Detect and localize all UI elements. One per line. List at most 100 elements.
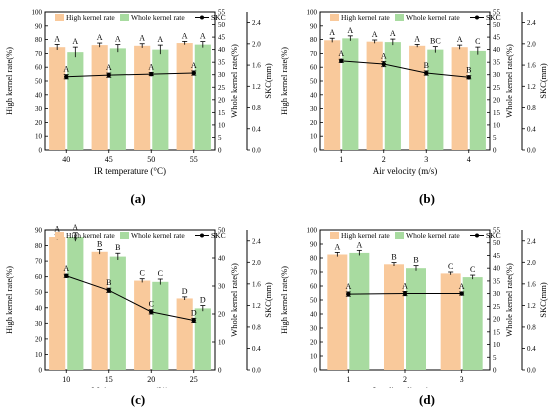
inner-tick-label: 55 bbox=[493, 9, 501, 17]
left-tick-label: 70 bbox=[310, 50, 318, 58]
legend-high-label: High kernel rate bbox=[66, 231, 115, 240]
whole-kernel-letter: A bbox=[390, 29, 396, 38]
outer-tick-label: 1.6 bbox=[527, 280, 536, 288]
whole-kernel-bar bbox=[109, 256, 126, 370]
high-kernel-letter: A bbox=[414, 34, 420, 43]
panel-label-a: (a) bbox=[130, 191, 146, 206]
whole-kernel-bar bbox=[384, 42, 401, 150]
inner-tick-label: 0 bbox=[218, 147, 222, 155]
left-axis-title: High kernel rate(%) bbox=[4, 47, 14, 115]
left-tick-label: 90 bbox=[310, 22, 318, 30]
left-tick-label: 60 bbox=[35, 273, 43, 281]
skc-point bbox=[339, 58, 344, 64]
outer-tick-label: 0.4 bbox=[252, 125, 261, 133]
legend-skc-label: SKC bbox=[486, 231, 501, 240]
high-kernel-bar bbox=[91, 251, 108, 370]
left-axis-title: High kernel rate(%) bbox=[279, 47, 289, 115]
outer-tick-label: 0.4 bbox=[252, 345, 261, 353]
outer-tick-label: 2.0 bbox=[252, 40, 261, 48]
panel-a: 0 10 20 30 40 50 60 70 80 90 100 0 5 10 15 20 25 30 35 40 45… bbox=[0, 0, 275, 190]
high-kernel-bar bbox=[134, 280, 151, 370]
skc-line bbox=[341, 60, 469, 78]
inner-tick-label: 10 bbox=[493, 341, 501, 349]
left-tick-label: 50 bbox=[35, 289, 43, 297]
left-tick-label: 60 bbox=[310, 283, 318, 291]
left-tick-label: 100 bbox=[307, 227, 318, 235]
outer-tick-label: 0.0 bbox=[252, 367, 261, 375]
left-tick-label: 20 bbox=[310, 339, 318, 347]
inner-tick-label: 40 bbox=[218, 255, 226, 263]
left-tick-label: 90 bbox=[35, 22, 43, 30]
left-tick-label: 80 bbox=[35, 242, 43, 250]
whole-kernel-bar bbox=[109, 48, 126, 150]
inner-tick-label: 10 bbox=[218, 339, 226, 347]
legend-high-label: High kernel rate bbox=[341, 231, 390, 240]
left-tick-label: 90 bbox=[35, 227, 43, 235]
x-tick-label: 20 bbox=[147, 375, 155, 384]
left-tick-label: 20 bbox=[310, 119, 318, 127]
whole-kernel-letter: A bbox=[72, 37, 78, 46]
high-kernel-letter: C bbox=[448, 262, 453, 271]
outer-tick-label: 2.0 bbox=[252, 259, 261, 267]
legend-whole-swatch bbox=[395, 232, 404, 239]
panel-b: 0 10 20 30 40 50 60 70 80 90 100 0 5 10 15 20 25 30 35 40 45… bbox=[275, 0, 550, 190]
skc-letter: A bbox=[63, 264, 69, 273]
left-tick-label: 50 bbox=[35, 78, 43, 86]
inner-tick-label: 50 bbox=[218, 21, 226, 29]
high-kernel-bar bbox=[324, 40, 341, 150]
inner-tick-label: 50 bbox=[493, 21, 501, 29]
skc-letter: D bbox=[191, 308, 197, 317]
inner-tick-label: 40 bbox=[493, 46, 501, 54]
x-tick-label: 1 bbox=[346, 375, 350, 384]
outer-tick-label: 0.8 bbox=[252, 323, 261, 331]
skc-letter: A bbox=[402, 281, 408, 290]
legend-whole-label: Whole kernel rate bbox=[406, 13, 460, 22]
inner-tick-label: 5 bbox=[218, 134, 222, 142]
outer-tick-label: 2.4 bbox=[252, 237, 261, 245]
legend-high-label: High kernel rate bbox=[66, 13, 115, 22]
x-tick-label: 25 bbox=[190, 375, 198, 384]
legend-high-swatch bbox=[330, 232, 339, 239]
outer-tick-label: 1.2 bbox=[527, 302, 536, 310]
skc-letter: A bbox=[381, 51, 387, 60]
high-kernel-bar bbox=[176, 43, 193, 150]
legend-whole-label: Whole kernel rate bbox=[131, 231, 185, 240]
left-tick-label: 10 bbox=[35, 351, 43, 359]
skc-letter: A bbox=[338, 49, 344, 58]
whole-kernel-bar bbox=[469, 50, 486, 150]
inner-tick-label: 25 bbox=[218, 84, 226, 92]
skc-point bbox=[106, 72, 111, 78]
outer-tick-label: 1.6 bbox=[527, 62, 536, 70]
whole-kernel-letter: B bbox=[413, 256, 418, 265]
whole-kernel-letter: B bbox=[115, 243, 120, 252]
inner-tick-label: 45 bbox=[218, 34, 226, 42]
high-kernel-bar bbox=[327, 254, 348, 370]
panel-label-d: (d) bbox=[419, 392, 435, 407]
high-kernel-bar bbox=[366, 41, 383, 150]
whole-kernel-bar bbox=[194, 44, 211, 151]
x-tick-label: 55 bbox=[190, 155, 198, 164]
left-tick-label: 30 bbox=[310, 105, 318, 113]
inner-tick-label: 0 bbox=[493, 367, 497, 375]
inner-tick-label: 45 bbox=[493, 252, 501, 260]
high-kernel-letter: B bbox=[391, 253, 396, 262]
high-kernel-letter: A bbox=[97, 33, 103, 42]
x-tick-label: 3 bbox=[460, 375, 464, 384]
outer-tick-label: 2.0 bbox=[527, 259, 536, 267]
whole-kernel-letter: D bbox=[200, 296, 206, 305]
whole-kernel-letter: A bbox=[157, 35, 163, 44]
inner-tick-label: 40 bbox=[493, 265, 501, 273]
whole-kernel-letter: A bbox=[72, 223, 78, 232]
high-kernel-bar bbox=[451, 47, 468, 150]
whole-kernel-bar bbox=[194, 308, 211, 370]
skc-point bbox=[149, 309, 154, 315]
left-tick-label: 20 bbox=[35, 119, 43, 127]
x-tick-label: 2 bbox=[403, 375, 407, 384]
high-kernel-letter: C bbox=[140, 269, 145, 278]
x-axis-title: Moisture content (%) bbox=[92, 386, 169, 388]
skc-line bbox=[66, 72, 194, 78]
outer-tick-label: 0.8 bbox=[527, 104, 536, 112]
legend-whole-swatch bbox=[120, 14, 129, 21]
left-tick-label: 50 bbox=[310, 297, 318, 305]
skc-letter: A bbox=[106, 63, 112, 72]
